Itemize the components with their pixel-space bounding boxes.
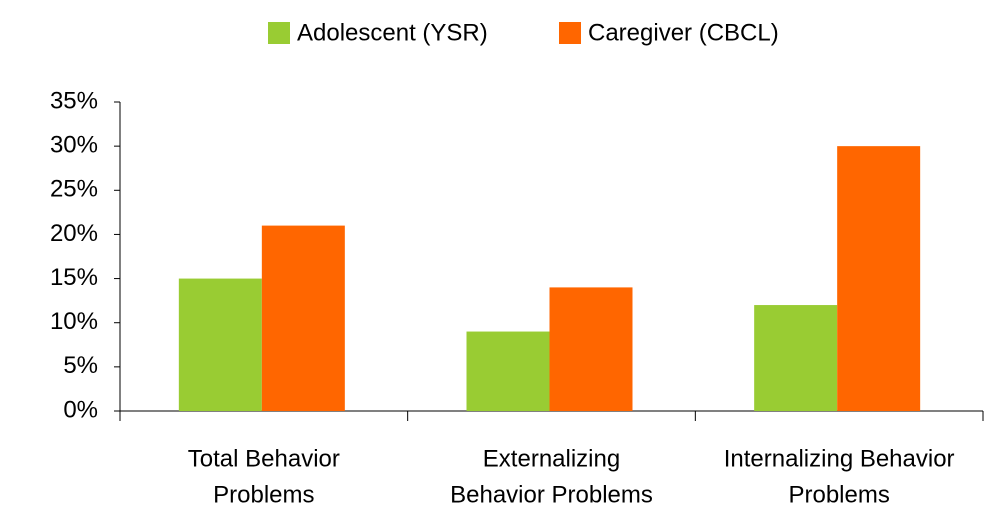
y-tick-label: 30%	[50, 131, 98, 158]
legend-label: Caregiver (CBCL)	[588, 19, 779, 46]
y-tick-label: 10%	[50, 308, 98, 335]
x-tick-label: Externalizing	[483, 445, 620, 472]
y-tick-label: 35%	[50, 87, 98, 114]
bar	[754, 305, 838, 411]
bar	[549, 287, 633, 411]
bar	[466, 331, 550, 411]
legend-swatch	[559, 22, 581, 44]
bar	[261, 225, 345, 411]
x-tick-label: Problems	[788, 481, 889, 508]
y-tick-label: 15%	[50, 264, 98, 291]
x-tick-label: Internalizing Behavior	[724, 445, 955, 472]
y-tick-label: 25%	[50, 176, 98, 203]
y-tick-label: 20%	[50, 220, 98, 247]
x-tick-label: Problems	[213, 481, 314, 508]
x-tick-label: Behavior Problems	[450, 481, 653, 508]
y-tick-label: 5%	[63, 352, 98, 379]
legend-swatch	[268, 22, 290, 44]
bar	[178, 278, 262, 411]
x-tick-label: Total Behavior	[188, 445, 340, 472]
bar	[837, 146, 921, 411]
y-tick-label: 0%	[63, 396, 98, 423]
legend-label: Adolescent (YSR)	[297, 19, 488, 46]
